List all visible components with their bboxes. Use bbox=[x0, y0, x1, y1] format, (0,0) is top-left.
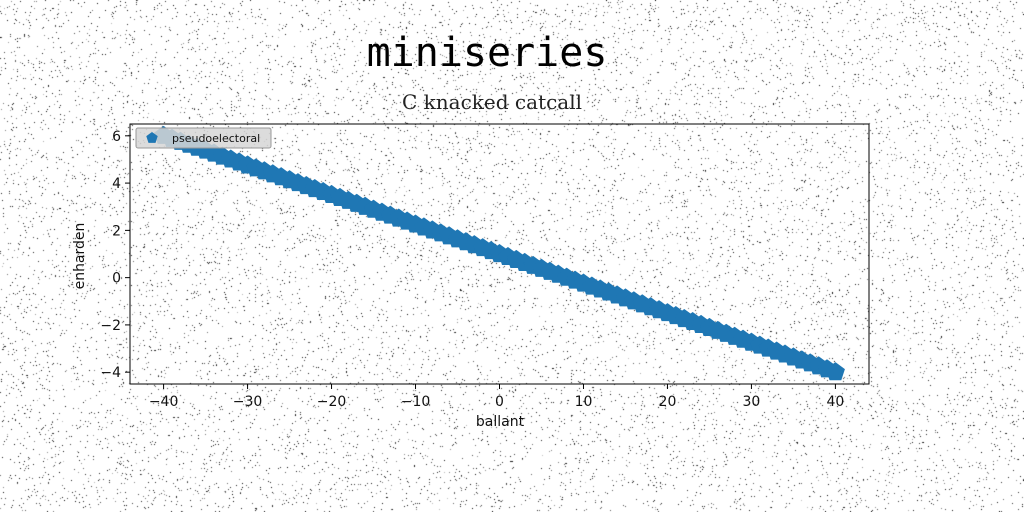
x-tick-label: −20 bbox=[317, 394, 347, 410]
legend-label: pseudoelectoral bbox=[172, 132, 260, 145]
x-tick-label: 10 bbox=[575, 394, 593, 410]
y-tick-label: 4 bbox=[112, 176, 121, 192]
chart-subtitle: C knacked catcall bbox=[402, 90, 582, 114]
x-tick-label: 20 bbox=[659, 394, 677, 410]
x-axis-ticks: −40 −30 −20 −10 0 10 20 30 40 bbox=[149, 384, 844, 410]
y-tick-label: 2 bbox=[112, 223, 121, 239]
x-tick-label: −10 bbox=[401, 394, 431, 410]
y-tick-label: 6 bbox=[112, 129, 121, 145]
y-axis-ticks: −4 −2 0 2 4 6 bbox=[100, 129, 130, 381]
x-tick-label: 0 bbox=[495, 394, 504, 410]
x-tick-label: −30 bbox=[233, 394, 263, 410]
x-axis-label: ballant bbox=[476, 414, 525, 430]
x-tick-label: −40 bbox=[149, 394, 179, 410]
y-tick-label: 0 bbox=[112, 271, 121, 287]
legend-marker bbox=[146, 132, 158, 143]
y-tick-label: −4 bbox=[100, 365, 121, 381]
series-markers bbox=[154, 125, 845, 381]
y-axis-label: enharden bbox=[72, 223, 88, 290]
y-tick-label: −2 bbox=[100, 318, 121, 334]
chart-title: miniseries bbox=[367, 30, 608, 76]
data-point bbox=[825, 362, 845, 381]
legend-box bbox=[135, 127, 272, 149]
legend: pseudoelectoral bbox=[135, 127, 272, 149]
x-tick-label: 30 bbox=[743, 394, 761, 410]
x-tick-label: 40 bbox=[826, 394, 844, 410]
